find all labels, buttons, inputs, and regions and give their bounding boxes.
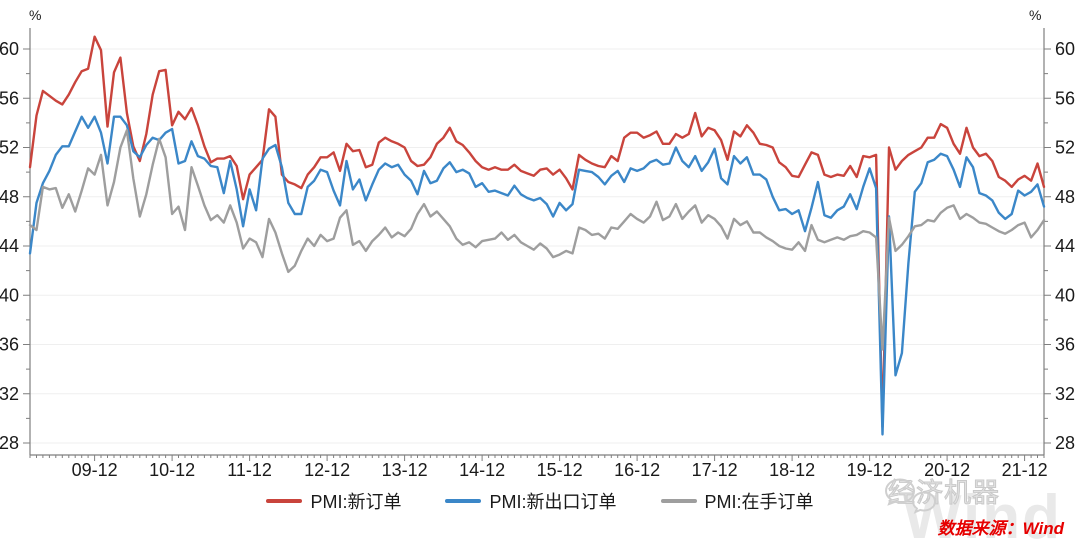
svg-text:52: 52	[1055, 138, 1075, 158]
svg-text:48: 48	[0, 187, 19, 207]
svg-text:28: 28	[1055, 433, 1075, 453]
legend-item-new-export-orders: PMI:新出口订单	[445, 488, 617, 514]
y-axis-unit-left: %	[29, 7, 42, 23]
legend-label-new-export-orders: PMI:新出口订单	[489, 492, 617, 512]
svg-text:60: 60	[1055, 39, 1075, 59]
svg-text:28: 28	[0, 433, 19, 453]
svg-text:10-12: 10-12	[149, 460, 195, 480]
svg-text:19-12: 19-12	[847, 460, 893, 480]
svg-text:20-12: 20-12	[924, 460, 970, 480]
svg-text:40: 40	[0, 285, 19, 305]
legend-label-new-orders: PMI:新订单	[310, 492, 402, 512]
svg-text:13-12: 13-12	[382, 460, 428, 480]
legend-item-backlog-orders: PMI:在手订单	[660, 488, 814, 514]
svg-text:15-12: 15-12	[537, 460, 583, 480]
svg-text:18-12: 18-12	[769, 460, 815, 480]
svg-text:09-12: 09-12	[72, 460, 118, 480]
wind-watermark: Wind	[903, 483, 1062, 541]
svg-text:36: 36	[0, 335, 19, 355]
svg-text:12-12: 12-12	[304, 460, 350, 480]
svg-text:11-12: 11-12	[227, 460, 272, 480]
svg-text:17-12: 17-12	[692, 460, 738, 480]
svg-text:56: 56	[0, 88, 19, 108]
svg-text:21-12: 21-12	[1002, 460, 1048, 480]
legend-item-new-orders: PMI:新订单	[266, 488, 401, 514]
svg-text:44: 44	[0, 236, 19, 256]
svg-text:36: 36	[1055, 335, 1075, 355]
legend-label-backlog-orders: PMI:在手订单	[704, 492, 814, 512]
svg-text:60: 60	[0, 39, 19, 59]
svg-text:48: 48	[1055, 187, 1075, 207]
svg-text:32: 32	[1055, 384, 1075, 404]
legend-swatch-blue-line	[445, 499, 482, 503]
chart-legend: PMI:新订单 PMI:新出口订单 PMI:在手订单	[0, 488, 1080, 514]
y-axis-unit-right: %	[1029, 7, 1042, 23]
svg-text:16-12: 16-12	[614, 460, 660, 480]
svg-text:14-12: 14-12	[459, 460, 505, 480]
brand-watermark-text: 经济机器	[888, 477, 1000, 508]
svg-text:40: 40	[1055, 285, 1075, 305]
brand-watermark: 经济机器	[884, 477, 1000, 514]
svg-text:52: 52	[0, 138, 19, 158]
data-source-note: 数据来源：Wind	[937, 519, 1064, 538]
svg-text:32: 32	[0, 384, 19, 404]
svg-text:44: 44	[1055, 236, 1075, 256]
legend-swatch-red-line	[266, 499, 303, 503]
legend-swatch-gray-line	[660, 499, 697, 503]
svg-text:56: 56	[1055, 88, 1075, 108]
